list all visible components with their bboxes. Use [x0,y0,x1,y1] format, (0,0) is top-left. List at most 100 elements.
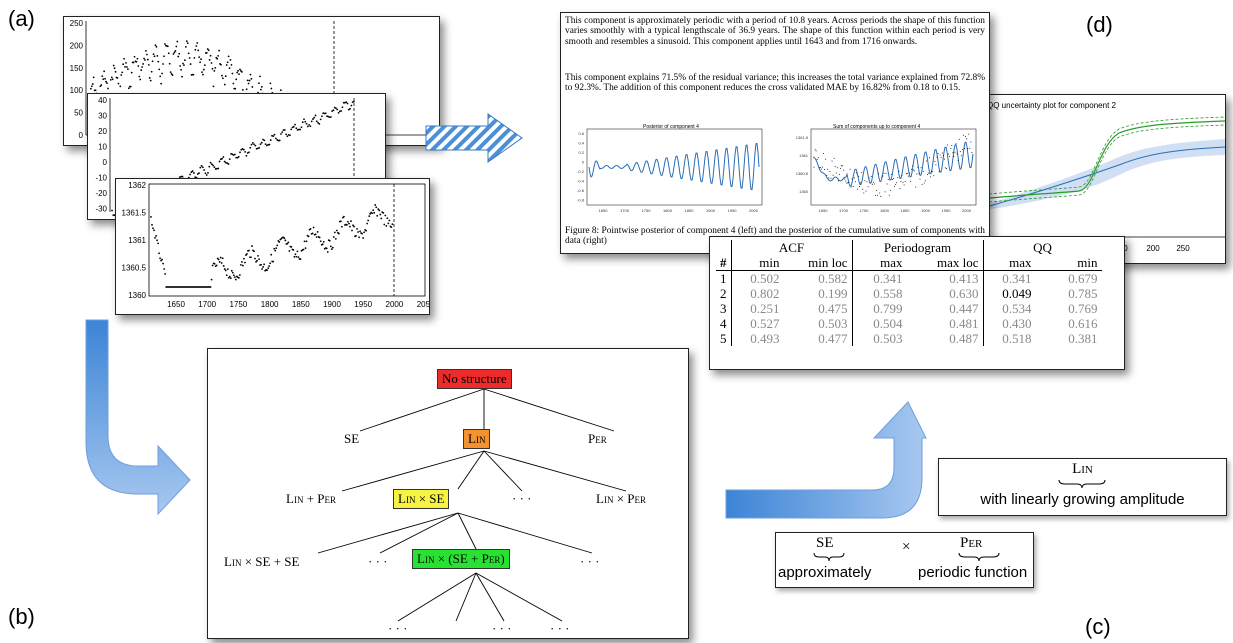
data-point [926,174,928,176]
data-point [345,101,348,104]
times-symbol: × [902,539,911,555]
data-point [303,118,305,121]
data-point [880,195,882,197]
tree-node-lin-plus-per[interactable]: Lin + Per [286,491,336,506]
data-point [250,256,252,259]
table-cell: 0.481 [906,316,984,331]
data-point [331,246,334,249]
data-point [210,278,213,281]
data-point [860,182,862,184]
data-point [217,167,220,170]
data-point [848,181,850,183]
table-cell: 0.799 [873,301,903,316]
data-point [171,74,174,76]
data-point [829,171,831,173]
data-point [245,154,248,157]
data-point [209,161,212,164]
data-point [244,151,247,153]
data-plot-3: 1362 1361.5 1361 1360.5 1360 1650 1700 1750 1800… [115,178,430,315]
data-point [249,73,252,76]
tree-node-no-structure[interactable]: No structure [437,369,512,389]
description-box-se-per: SE × Per approximately periodic function [775,532,1034,588]
data-point [248,79,251,82]
data-point [123,57,125,60]
tree-node-lin-se-plus-per[interactable]: Lin × (SE + Per) [412,549,510,569]
y-tick-label: 150 [70,64,84,73]
x-tick-label: 1950 [942,208,952,213]
x-tick-label: 1850 [901,208,911,213]
data-point [156,55,159,57]
report-caption: Figure 8: Pointwise posterior of compone… [565,226,985,247]
data-point [269,262,272,265]
data-point [201,71,203,73]
data-point [117,82,120,85]
y-tick-label: 40 [98,96,107,105]
data-point [824,168,826,170]
data-point [384,214,387,217]
data-point [180,68,182,71]
panel-label-d: (d) [1086,12,1113,37]
row-id: 3 [716,301,732,316]
data-point [820,168,822,170]
data-point [254,257,256,260]
qq-header: QQ [1033,240,1052,255]
plot-3-svg: 1362 1361.5 1361 1360.5 1360 1650 1700 1750 1800… [122,181,429,309]
data-point [168,62,171,65]
data-point [199,166,202,169]
data-point [879,192,881,194]
data-point [378,209,381,212]
y-tick-label: 1361 [799,153,809,158]
data-point [372,209,375,212]
data-point [146,53,148,56]
data-point [927,172,929,174]
data-point [260,88,262,91]
data-point [104,77,106,80]
data-point [900,181,902,183]
data-point [258,82,260,85]
table-cell: 0.503 [783,316,853,331]
y-tick-label: -20 [95,189,107,198]
data-point [328,239,331,242]
table-cell: 0.785 [1068,286,1098,301]
data-point [308,124,311,126]
data-point [175,45,178,48]
tree-node-se[interactable]: SE [344,431,360,446]
data-point [210,62,213,64]
tree-node-lin-se-se[interactable]: Lin × SE + SE [224,554,300,569]
data-point [813,166,815,168]
data-point [916,173,918,175]
data-point [122,63,125,66]
data-point [228,275,231,278]
data-point [331,110,334,113]
data-point [251,86,254,88]
data-point [947,144,949,146]
data-point [832,174,834,176]
data-point [204,172,207,175]
data-point [151,60,154,63]
data-point [884,191,886,193]
data-point [826,175,828,177]
table-row: 2 0.802 0.199 0.558 0.630 0.049 0.785 [716,286,1102,301]
tree-node-lin-times-per[interactable]: Lin × Per [596,491,646,506]
data-point [925,160,927,162]
data-point [110,76,113,79]
data-point [241,71,243,73]
brace-icon [1058,479,1106,489]
data-point [242,264,244,267]
data-point [936,156,938,158]
data-point [90,85,93,88]
data-point [852,186,854,188]
data-point [958,138,960,140]
data-point [256,259,258,262]
tree-node-lin[interactable]: Lin [463,429,491,449]
data-point [199,61,202,64]
data-point [243,257,245,260]
tree-node-lin-times-se[interactable]: Lin × SE [393,489,450,509]
data-point [143,57,145,60]
data-point [223,83,226,86]
data-point [943,158,945,160]
data-point [121,71,124,74]
table-cell: 0.616 [1068,316,1098,331]
tree-node-per[interactable]: Per [588,431,607,446]
data-point [142,63,144,65]
